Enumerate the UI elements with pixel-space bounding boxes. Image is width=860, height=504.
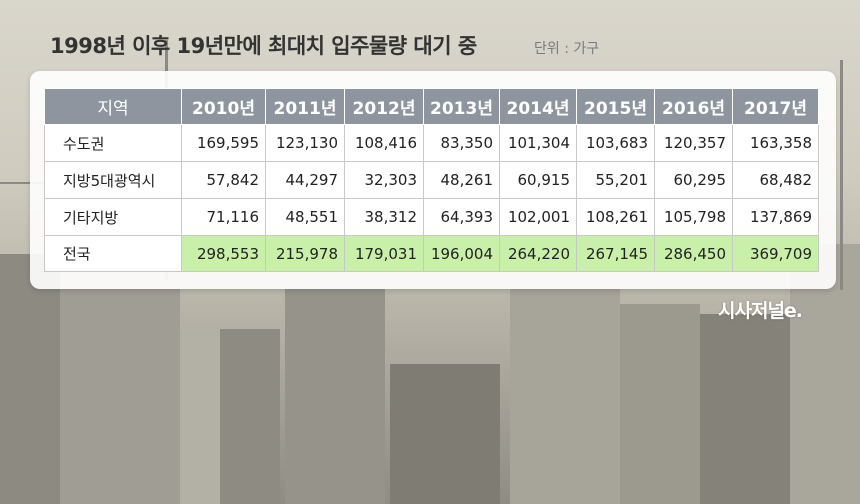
total-row: 전국 298,553 215,978 179,031 196,004 264,2… — [44, 235, 819, 272]
data-cell: 68,482 — [732, 161, 819, 199]
data-cell: 108,261 — [576, 198, 655, 236]
column-header: 2011년 — [265, 88, 345, 125]
data-cell: 105,798 — [654, 198, 733, 236]
data-cell: 102,001 — [499, 198, 577, 236]
background-building — [60, 289, 180, 504]
data-cell: 169,595 — [181, 124, 266, 162]
corner-header: 지역 — [44, 88, 182, 125]
data-cell: 163,358 — [732, 124, 819, 162]
row-label: 지방5대광역시 — [44, 161, 182, 199]
total-cell: 179,031 — [344, 235, 424, 272]
table-card: 지역 2010년 2011년 2012년 2013년 2014년 2015년 2… — [30, 71, 836, 289]
data-cell: 60,915 — [499, 161, 577, 199]
data-cell: 108,416 — [344, 124, 424, 162]
data-cell: 137,869 — [732, 198, 819, 236]
background-building — [0, 254, 60, 504]
total-cell: 215,978 — [265, 235, 345, 272]
total-cell: 286,450 — [654, 235, 733, 272]
data-cell: 71,116 — [181, 198, 266, 236]
total-cell: 369,709 — [732, 235, 819, 272]
data-cell: 44,297 — [265, 161, 345, 199]
data-cell: 32,303 — [344, 161, 424, 199]
row-label: 수도권 — [44, 124, 182, 162]
total-cell: 264,220 — [499, 235, 577, 272]
background-building — [620, 304, 700, 504]
data-cell: 55,201 — [576, 161, 655, 199]
data-cell: 120,357 — [654, 124, 733, 162]
table-row: 기타지방 71,116 48,551 38,312 64,393 102,001… — [44, 198, 819, 236]
column-header: 2012년 — [344, 88, 424, 125]
housing-supply-table: 지역 2010년 2011년 2012년 2013년 2014년 2015년 2… — [44, 88, 819, 272]
column-header: 2016년 — [654, 88, 733, 125]
data-cell: 38,312 — [344, 198, 424, 236]
background-building — [390, 364, 500, 504]
background-building — [510, 289, 620, 504]
column-header: 2014년 — [499, 88, 577, 125]
total-cell: 196,004 — [423, 235, 500, 272]
background-building — [285, 289, 385, 504]
data-cell: 60,295 — [654, 161, 733, 199]
data-cell: 57,842 — [181, 161, 266, 199]
data-cell: 48,551 — [265, 198, 345, 236]
background-crane — [840, 60, 843, 290]
column-header: 2015년 — [576, 88, 655, 125]
column-header: 2013년 — [423, 88, 500, 125]
data-cell: 64,393 — [423, 198, 500, 236]
background-building — [700, 314, 790, 504]
unit-label: 단위 : 가구 — [534, 41, 600, 57]
table-row: 수도권 169,595 123,130 108,416 83,350 101,3… — [44, 124, 819, 162]
background-building — [220, 329, 280, 504]
header-row: 지역 2010년 2011년 2012년 2013년 2014년 2015년 2… — [44, 88, 819, 125]
data-cell: 83,350 — [423, 124, 500, 162]
publisher-logo: 시사저널e. — [718, 300, 803, 322]
row-label: 기타지방 — [44, 198, 182, 236]
column-header: 2017년 — [732, 88, 819, 125]
total-cell: 298,553 — [181, 235, 266, 272]
table-row: 지방5대광역시 57,842 44,297 32,303 48,261 60,9… — [44, 161, 819, 199]
row-label: 전국 — [44, 235, 182, 272]
data-cell: 101,304 — [499, 124, 577, 162]
data-cell: 48,261 — [423, 161, 500, 199]
chart-title: 1998년 이후 19년만에 최대치 입주물량 대기 중 — [50, 34, 477, 58]
data-cell: 103,683 — [576, 124, 655, 162]
data-cell: 123,130 — [265, 124, 345, 162]
total-cell: 267,145 — [576, 235, 655, 272]
column-header: 2010년 — [181, 88, 266, 125]
